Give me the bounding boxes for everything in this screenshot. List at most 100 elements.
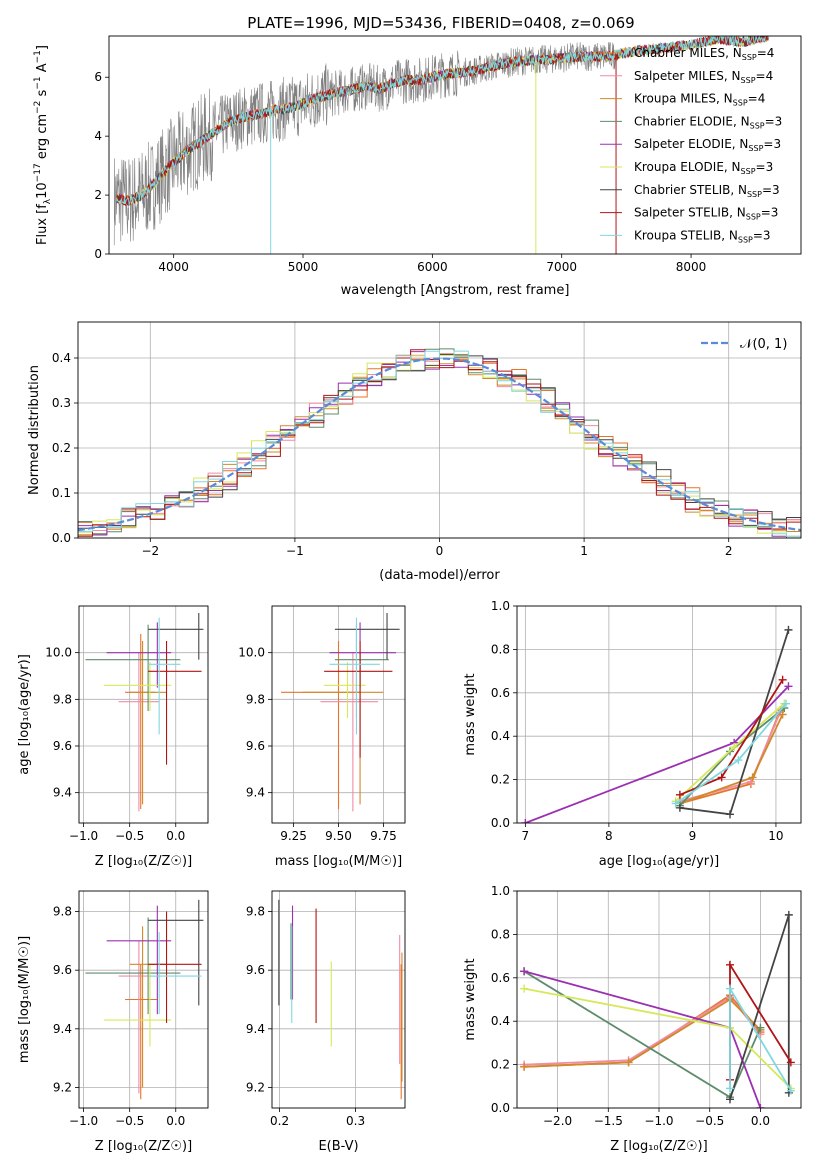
axes-frame: [78, 890, 209, 1109]
legend-entry: Chabrier STELIB, NSSP=3: [634, 183, 780, 199]
weight-point-kroupa_miles: [748, 773, 757, 782]
panel-mass_vs_ebv: 0.2 0.3 9.2 9.4 9.6 9.8 E(B-V): [246, 890, 406, 1154]
weight-point-kroupa_miles: [624, 1058, 633, 1067]
y-axis-label: mass [log₁₀(M/M☉)]: [17, 936, 32, 1063]
x-tick-label: −1.0: [69, 829, 98, 843]
weight-point-chabrier_stelib: [784, 625, 793, 634]
plot-area: [85, 613, 204, 812]
y-label-part: −17: [33, 163, 43, 182]
plot-area: [520, 910, 795, 1108]
y-tick-label: 9.8: [246, 692, 265, 706]
y-tick-label: 0.4: [491, 729, 510, 743]
x-tick-label: 6000: [417, 260, 448, 274]
legend-tail: =3: [763, 137, 781, 151]
legend-tail: =3: [753, 228, 771, 242]
weight-point-kroupa_miles: [778, 710, 787, 719]
weight-point-kroupa_stelib: [726, 1084, 734, 1093]
legend-name: Salpeter MILES, N: [634, 69, 741, 83]
plot-area: [113, 36, 770, 254]
y-tick-label: 0.8: [491, 642, 510, 656]
x-tick-label: 0.0: [166, 1114, 185, 1128]
y-label-part: −2: [33, 101, 43, 114]
y-tick-label: 0.2: [491, 773, 510, 787]
x-tick-label: 10: [768, 829, 783, 843]
y-tick-label: 0.4: [52, 351, 71, 365]
legend-sub: SSP: [741, 76, 756, 85]
plot-area: [78, 348, 801, 538]
y-tick-label: 0.1: [52, 486, 71, 500]
weight-line-salpeter_elodie: [523, 970, 762, 1108]
legend-name: Chabrier STELIB, N: [634, 183, 747, 197]
x-tick-label: −1.5: [594, 1114, 623, 1128]
y-label-part: A: [35, 63, 50, 76]
y-tick-label: 9.4: [246, 786, 265, 800]
weight-point-kroupa_miles: [520, 1062, 529, 1071]
weight-point-chabrier_stelib: [726, 810, 734, 819]
weight-point-salpeter_elodie: [784, 682, 793, 691]
plot-area: [278, 899, 403, 1100]
weight-point-kroupa_stelib: [671, 799, 680, 808]
legend-tail: =3: [762, 183, 780, 197]
axes-frame: [271, 605, 406, 824]
y-axis-label: Normed distribution: [27, 365, 42, 495]
weight-point-salpeter_stelib: [786, 1058, 795, 1067]
y-axis-label: Flux [fλ10−17 erg cm−2 s−1 A−1]: [33, 45, 53, 245]
legend-entry: Salpeter MILES, NSSP=4: [634, 69, 773, 85]
x-tick-label: 2: [725, 544, 733, 558]
legend-entry: 𝒩(0, 1): [740, 337, 787, 352]
legend-sub: SSP: [747, 190, 762, 199]
x-tick-label: −2.0: [543, 1114, 572, 1128]
y-tick-label: 0: [94, 247, 102, 261]
legend-name: Salpeter ELODIE, N: [634, 137, 748, 151]
x-tick-label: 0.3: [346, 1114, 365, 1128]
y-tick-label: 0.2: [491, 1058, 510, 1072]
y-axis-label: mass weight: [463, 673, 478, 755]
legend-sub: SSP: [748, 144, 763, 153]
legend-sub: SSP: [738, 235, 753, 244]
plot-area: [85, 899, 204, 1100]
legend-name: Kroupa ELODIE, N: [634, 160, 741, 174]
x-axis-label: wavelength [Angstrom, rest frame]: [341, 283, 570, 298]
legend-entry: Kroupa STELIB, NSSP=3: [634, 228, 771, 244]
legend-sub: SSP: [750, 121, 765, 130]
axes-frame: [108, 35, 802, 255]
x-tick-label: 0.0: [166, 829, 185, 843]
x-tick-label: 9: [689, 829, 697, 843]
y-label-part: erg cm: [35, 114, 50, 163]
x-tick-label: 0: [436, 544, 444, 558]
y-tick-label: 0.0: [491, 1101, 510, 1115]
x-tick-label: 9.75: [370, 829, 397, 843]
y-axis-label: age [log₁₀(age/yr)]: [17, 654, 32, 775]
x-axis-label: Z [log₁₀(Z/Z☉)]: [95, 1139, 192, 1154]
legend-entry: Kroupa ELODIE, NSSP=3: [634, 160, 773, 176]
x-tick-label: −1: [286, 544, 304, 558]
y-tick-label: 1.0: [491, 884, 510, 898]
legend-tail: =3: [756, 160, 774, 174]
weight-point-salpeter_stelib: [675, 790, 684, 799]
x-tick-label: 5000: [288, 260, 319, 274]
legend-entry: Salpeter ELODIE, NSSP=3: [634, 137, 781, 153]
weight-point-chabrier_stelib: [784, 910, 793, 919]
y-tick-label: 1.0: [491, 599, 510, 613]
weight-line-kroupa_miles: [524, 998, 762, 1068]
legend-entry: Chabrier ELODIE, NSSP=3: [634, 114, 782, 130]
weight-point-kroupa_stelib: [786, 1086, 795, 1095]
x-axis-label: mass [log₁₀(M/M☉)]: [275, 854, 402, 869]
y-tick-label: 0.4: [491, 1014, 510, 1028]
x-tick-label: 8: [605, 829, 613, 843]
y-tick-label: 9.6: [246, 739, 265, 753]
axes-frame: [516, 605, 802, 824]
legend-name: Chabrier ELODIE, N: [634, 114, 750, 128]
x-axis-label: Z [log₁₀(Z/Z☉)]: [95, 854, 192, 869]
y-tick-label: 0.3: [52, 396, 71, 410]
y-tick-label: 9.4: [53, 786, 72, 800]
gaussian-curve: [78, 357, 801, 532]
y-tick-label: 9.8: [53, 692, 72, 706]
y-tick-label: 0.6: [491, 686, 510, 700]
x-tick-label: 1: [580, 544, 588, 558]
legend-tail: =4: [756, 69, 774, 83]
y-tick-label: 9.6: [53, 739, 72, 753]
y-label-part: Flux [f: [35, 204, 50, 245]
y-label-part: s: [35, 89, 50, 100]
